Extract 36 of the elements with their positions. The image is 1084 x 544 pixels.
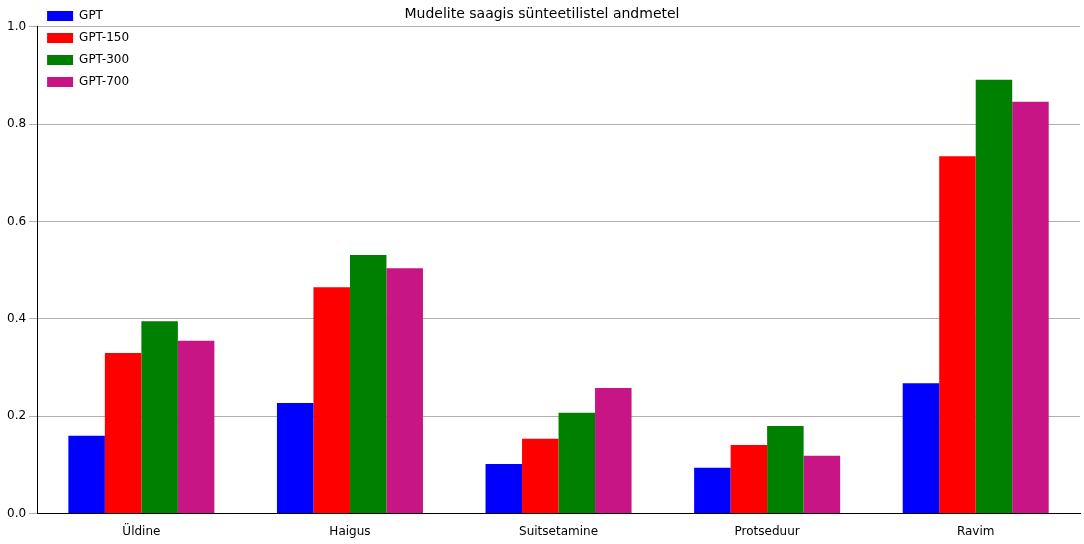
bar <box>595 388 632 514</box>
bar <box>902 383 940 514</box>
legend-label: GPT-150 <box>79 30 130 45</box>
x-tick-label: Haigus <box>329 523 371 538</box>
bar <box>1012 101 1049 514</box>
x-tick-label: Ravim <box>956 523 995 538</box>
bar <box>386 268 423 514</box>
bar <box>803 455 841 514</box>
bar <box>694 467 731 514</box>
bar <box>313 287 350 514</box>
bar <box>522 438 559 514</box>
bar <box>767 425 804 514</box>
bar <box>975 79 1013 514</box>
y-tick-label: 0.8 <box>6 116 27 131</box>
legend-label: GPT-300 <box>79 52 130 67</box>
bar <box>104 352 142 514</box>
bar <box>485 463 523 514</box>
x-tick-label: Suitsetamine <box>519 523 599 538</box>
legend-label: GPT-700 <box>79 74 130 89</box>
bar <box>276 403 314 514</box>
x-tick-label: Üldine <box>122 521 161 538</box>
bar <box>141 321 178 514</box>
bar <box>558 412 596 514</box>
y-tick-label: 0.2 <box>6 408 27 423</box>
x-tick-label: Protseduur <box>734 523 800 538</box>
bar <box>68 435 105 514</box>
bar <box>730 444 768 514</box>
y-tick-label: 0.6 <box>6 213 27 228</box>
y-tick-label: 1.0 <box>6 18 27 33</box>
bar <box>177 340 215 514</box>
chart-title: Mudelite saagis sünteetilistel andmetel <box>404 5 680 22</box>
bar <box>349 255 387 514</box>
y-tick-label: 0.4 <box>6 311 27 326</box>
legend-label: GPT <box>79 8 104 23</box>
y-tick-label: 0.0 <box>6 505 27 520</box>
bar <box>939 156 976 514</box>
